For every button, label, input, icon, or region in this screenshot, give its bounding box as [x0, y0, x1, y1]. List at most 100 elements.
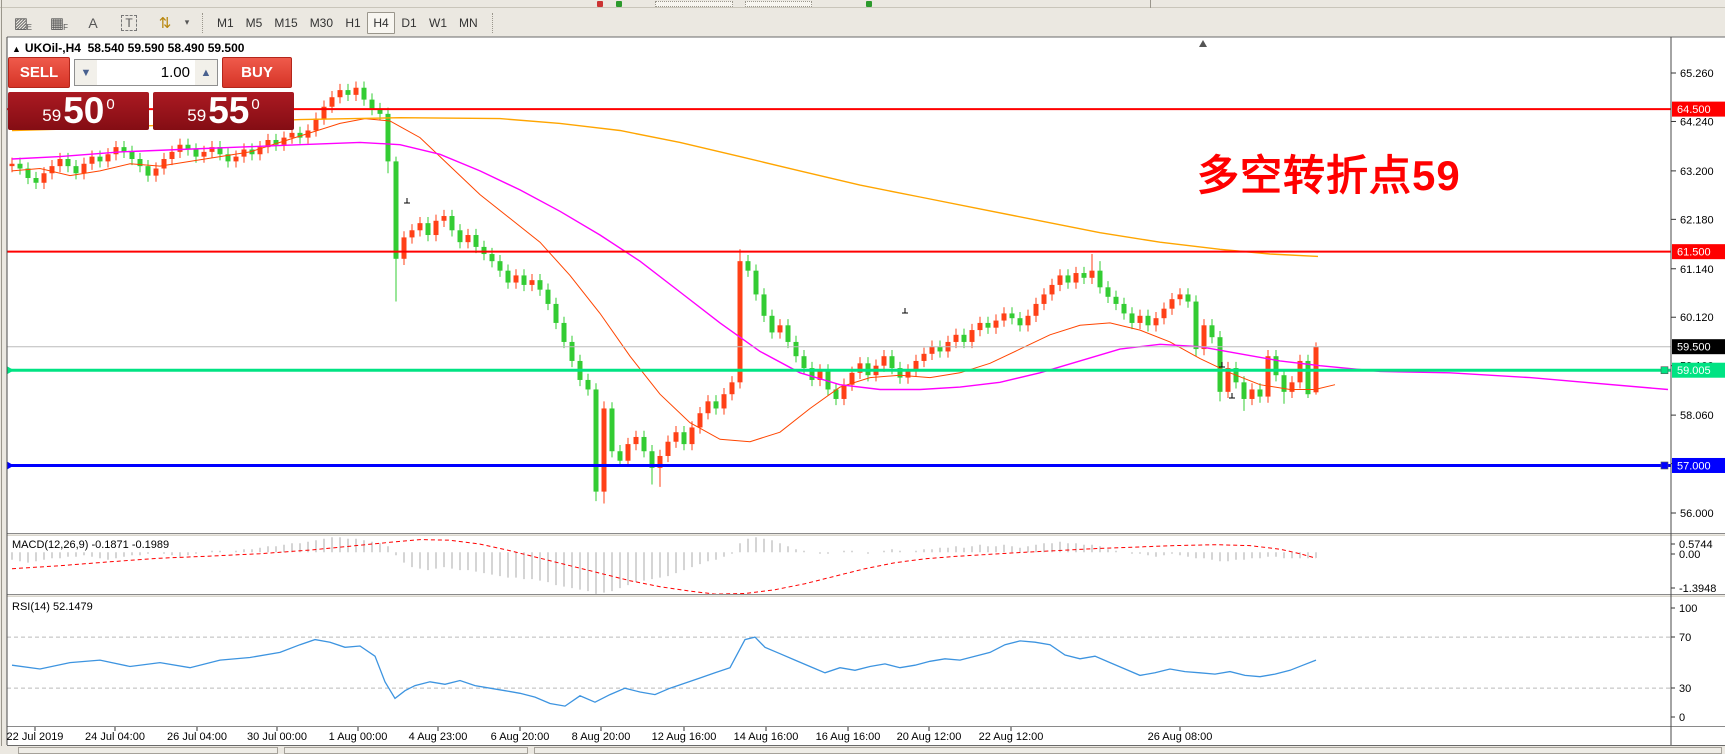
candle-body	[273, 139, 279, 145]
macd-pane-background	[7, 535, 1725, 594]
candle-body	[897, 368, 903, 378]
candle-body	[705, 401, 711, 414]
candle-body	[1257, 389, 1263, 397]
candle-body	[1281, 375, 1287, 392]
candle-body	[721, 394, 727, 409]
timeframe-button-W1[interactable]: W1	[429, 15, 448, 30]
candle-body	[569, 341, 575, 361]
timeframe-button-D1[interactable]: D1	[401, 15, 417, 30]
candle-body	[49, 166, 55, 174]
hline-endpoint	[1660, 366, 1669, 375]
candle-body	[137, 159, 143, 167]
ma-medium-line	[11, 141, 1669, 391]
toolbar-fragment-icon	[616, 1, 622, 7]
candle-body	[793, 341, 799, 357]
buy-button[interactable]: BUY	[222, 57, 292, 88]
candle-body	[841, 384, 847, 399]
candle-body	[585, 379, 591, 390]
candle-body	[1073, 273, 1079, 283]
candle-body	[265, 139, 271, 148]
text-label-icon[interactable]: A	[88, 14, 98, 31]
candle-body	[689, 427, 695, 445]
candle-body	[553, 303, 559, 323]
text-box-icon[interactable]: T	[114, 12, 144, 34]
candle-body	[809, 368, 815, 380]
candle-body	[361, 87, 367, 100]
candle-body	[1153, 318, 1159, 326]
candle-body	[633, 436, 639, 445]
candle-body	[305, 130, 311, 138]
timeframe-button-H1[interactable]: H1	[345, 15, 361, 30]
candle-body	[129, 151, 135, 160]
candle-body	[761, 294, 767, 316]
dropdown-caret-icon[interactable]: ▾	[184, 17, 190, 27]
candle-body	[1105, 287, 1111, 297]
volume-increase-button[interactable]: ▲	[195, 60, 217, 85]
hline-endpoint	[1660, 461, 1669, 470]
time-tick-label: 30 Jul 00:00	[247, 731, 307, 743]
candle-body	[505, 270, 511, 283]
timeframe-button-MN[interactable]: MN	[459, 15, 478, 30]
candle-body	[593, 389, 599, 492]
candle-body	[977, 322, 983, 331]
sell-price-sup: 0	[106, 95, 115, 113]
candle-body	[257, 147, 263, 155]
price-badge-57.000	[1672, 457, 1725, 473]
timeframe-button-M15[interactable]: M15	[274, 15, 298, 30]
candle-body	[649, 451, 655, 468]
grid-f-icon[interactable]: ▦ F	[49, 14, 68, 32]
candle-body	[401, 237, 407, 259]
price-badge-label: 61.500	[1677, 247, 1711, 259]
candle-body	[641, 436, 647, 452]
candle-body	[801, 356, 807, 369]
toolbar-separator	[202, 12, 203, 33]
timeframe-button-M5[interactable]: M5	[245, 15, 263, 30]
timeframe-button-H4[interactable]: H4	[367, 11, 396, 34]
candle-body	[249, 149, 255, 155]
status-bar-panel	[18, 747, 278, 754]
chart-shift-marker-icon	[1199, 40, 1207, 47]
candle-body	[465, 235, 471, 243]
timeframe-button-M1[interactable]: M1	[217, 15, 234, 30]
price-badge-59.500	[1672, 339, 1725, 355]
candle-body	[145, 166, 151, 176]
candle-body	[97, 156, 103, 162]
timeframe-button-M30[interactable]: M30	[309, 15, 334, 30]
sell-button[interactable]: SELL	[8, 57, 70, 88]
chart-styles-e-icon[interactable]: ▨ E	[13, 14, 32, 32]
volume-input[interactable]	[97, 60, 195, 85]
price-tick-label: 63.200	[1680, 166, 1714, 178]
candle-body	[217, 147, 223, 155]
ma-slow-line	[11, 116, 1319, 258]
rsi-line	[11, 636, 1317, 707]
candle-body	[745, 261, 751, 271]
candle-body	[1025, 315, 1031, 326]
candle-body	[625, 444, 631, 461]
candle-body	[937, 346, 943, 352]
candle-body	[1145, 315, 1151, 326]
sell-price-display[interactable]: 59 50 0	[8, 92, 149, 130]
candle-body	[497, 261, 503, 271]
buy-price-display[interactable]: 59 55 0	[153, 92, 294, 130]
candle-body	[673, 432, 679, 442]
price-tick-label: 56.000	[1680, 508, 1714, 520]
time-tick-label: 8 Aug 20:00	[572, 731, 631, 743]
candle-body	[1081, 273, 1087, 278]
candle-body	[545, 289, 551, 304]
toolbar-fragment-icon	[597, 1, 603, 7]
candle-body	[41, 173, 47, 183]
candle-body	[177, 144, 183, 152]
volume-decrease-button[interactable]: ▼	[75, 60, 97, 85]
candle-body	[1097, 270, 1103, 288]
chart-text-annotation: 多空转折点59	[1197, 152, 1461, 199]
candle-body	[1089, 270, 1095, 278]
candle-body	[681, 432, 687, 445]
macd-scale-label: 0.5744	[1679, 539, 1713, 551]
candle-body	[833, 389, 839, 399]
candle-body	[17, 163, 23, 169]
candle-body	[161, 159, 167, 169]
cycle-arrows-icon[interactable]: ⇅	[158, 14, 172, 32]
candle-body	[297, 132, 303, 138]
candle-body	[617, 451, 623, 461]
